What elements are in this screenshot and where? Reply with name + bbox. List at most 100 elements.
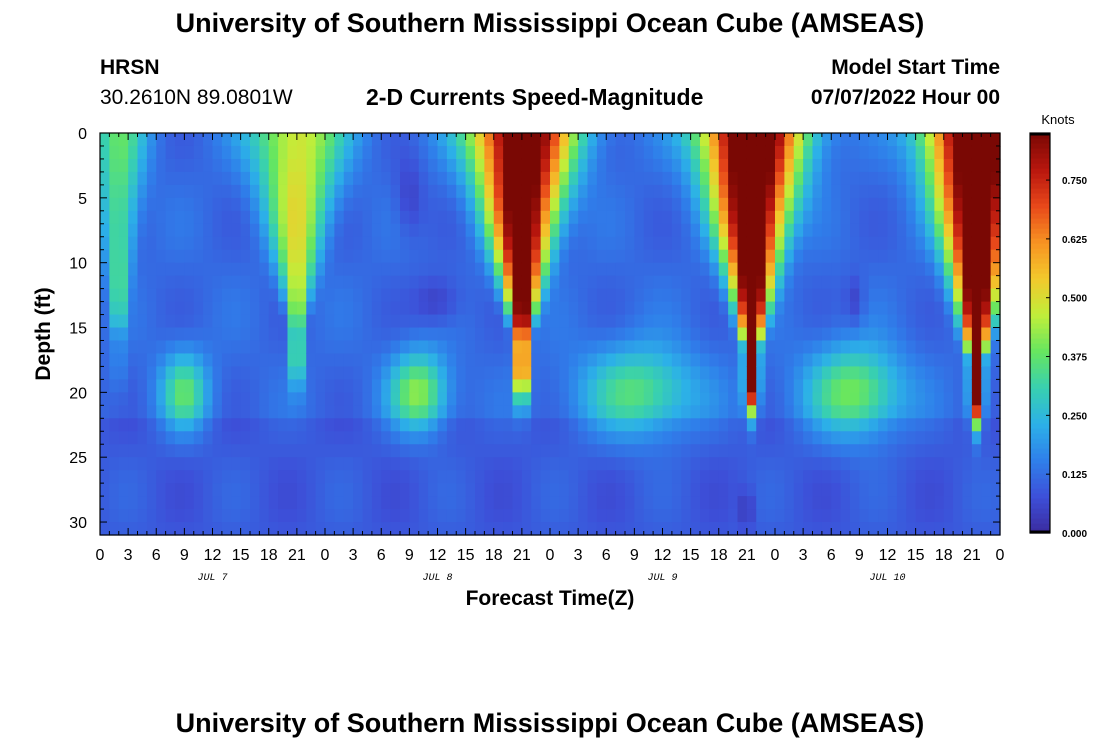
heatmap-cell [840, 405, 851, 419]
heatmap-cell [971, 133, 982, 147]
heatmap-cell [512, 171, 523, 186]
heatmap-cell [100, 210, 110, 225]
heatmap-cell [231, 405, 242, 419]
colorbar-segment [1030, 333, 1050, 339]
heatmap-cell [775, 184, 785, 199]
heatmap-cell [587, 418, 598, 432]
heatmap-cell [718, 457, 729, 471]
heatmap-cell [896, 483, 907, 497]
heatmap-cell [765, 522, 776, 536]
heatmap-cell [803, 470, 814, 484]
heatmap-cell [643, 496, 654, 510]
heatmap-cell [212, 171, 223, 186]
heatmap-cell [596, 353, 607, 368]
heatmap-cell [240, 236, 251, 251]
heatmap-cell [371, 171, 382, 186]
heatmap-cell [193, 431, 204, 445]
heatmap-cell [503, 444, 514, 458]
x-tick-label: 0 [321, 547, 330, 564]
heatmap-cell [259, 184, 270, 199]
heatmap-cell [915, 470, 926, 484]
heatmap-cell [503, 496, 514, 510]
heatmap-cell [437, 522, 448, 536]
heatmap-cell [953, 496, 964, 510]
heatmap-cell [100, 379, 110, 393]
heatmap-cell [850, 418, 860, 432]
heatmap-cell [550, 184, 560, 199]
colorbar-segment [1030, 163, 1050, 169]
heatmap-cell [634, 314, 645, 329]
heatmap-cell [165, 288, 176, 303]
heatmap-cell [990, 496, 1001, 510]
heatmap-cell [859, 301, 870, 316]
heatmap-cell [643, 210, 654, 225]
heatmap-cell [221, 379, 232, 393]
heatmap-cell [493, 379, 504, 393]
heatmap-cell [231, 262, 242, 277]
heatmap-cell [315, 431, 326, 445]
heatmap-cell [334, 522, 345, 536]
colorbar-tick-label: 0.750 [1062, 176, 1087, 187]
heatmap-cell [784, 405, 795, 419]
x-tick-label: 18 [935, 547, 953, 564]
heatmap-cell [465, 353, 476, 368]
heatmap-cell [887, 522, 898, 536]
heatmap-cell [446, 327, 457, 342]
heatmap-cell [362, 496, 373, 510]
heatmap-cell [540, 353, 551, 368]
colorbar-segment [1030, 508, 1050, 514]
heatmap-cell [381, 249, 392, 264]
heatmap-cell [746, 197, 757, 212]
heatmap-cell [821, 236, 832, 251]
heatmap-cell [437, 223, 448, 238]
heatmap-cell [756, 145, 767, 160]
heatmap-cell [231, 210, 242, 225]
heatmap-cell [334, 509, 345, 523]
heatmap-cell [390, 184, 401, 199]
heatmap-cell [250, 509, 260, 523]
heatmap-cell [231, 197, 242, 212]
heatmap-cell [775, 522, 785, 536]
heatmap-cell [681, 366, 692, 380]
heatmap-cell [203, 210, 214, 225]
heatmap-cell [400, 158, 410, 173]
heatmap-cell [568, 457, 579, 471]
heatmap-cell [775, 210, 785, 225]
heatmap-cell [990, 301, 1001, 316]
heatmap-cell [287, 392, 298, 406]
heatmap-cell [793, 405, 804, 419]
heatmap-cell [756, 431, 767, 445]
heatmap-cell [540, 223, 551, 238]
heatmap-cell [850, 392, 860, 406]
heatmap-cell [240, 288, 251, 303]
heatmap-cell [362, 353, 373, 368]
heatmap-cell [137, 379, 148, 393]
heatmap-cell [221, 405, 232, 419]
heatmap-cell [578, 444, 589, 458]
heatmap-cell [746, 145, 757, 160]
heatmap-cell [250, 366, 260, 380]
heatmap-cell [662, 171, 673, 186]
heatmap-cell [175, 405, 185, 419]
heatmap-cell [700, 431, 710, 445]
heatmap-cell [896, 522, 907, 536]
heatmap-cell [943, 444, 954, 458]
heatmap-cell [221, 145, 232, 160]
heatmap-cell [268, 301, 279, 316]
heatmap-cell [400, 457, 410, 471]
heatmap-cell [465, 210, 476, 225]
heatmap-cell [353, 158, 364, 173]
heatmap-cell [343, 483, 354, 497]
heatmap-cell [165, 133, 176, 147]
heatmap-cell [615, 379, 626, 393]
heatmap-cell [250, 457, 260, 471]
colorbar-segment [1030, 153, 1050, 159]
heatmap-cell [428, 379, 439, 393]
heatmap-cell [128, 405, 139, 419]
heatmap-cell [325, 223, 335, 238]
heatmap-cell [540, 496, 551, 510]
heatmap-cell [184, 249, 195, 264]
heatmap-cell [906, 496, 917, 510]
heatmap-cell [371, 522, 382, 536]
heatmap-cell [512, 275, 523, 290]
